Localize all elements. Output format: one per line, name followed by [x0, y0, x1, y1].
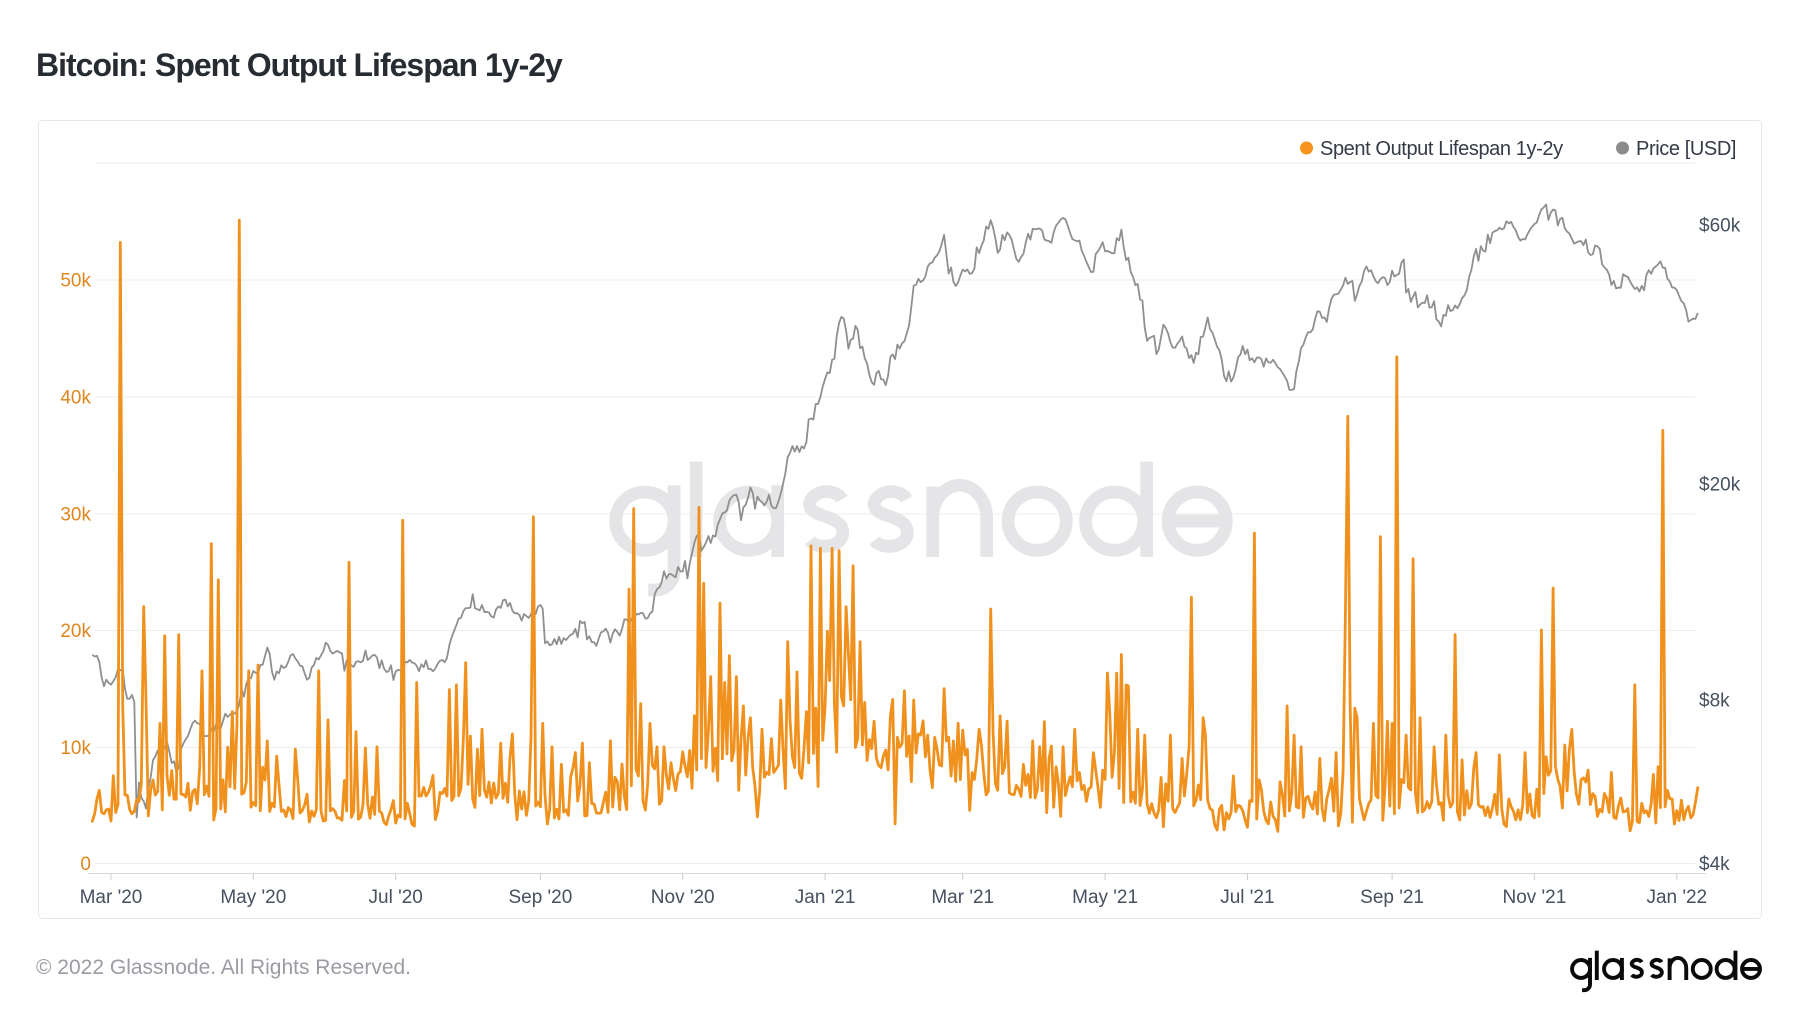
svg-text:$8k: $8k: [1699, 691, 1730, 712]
svg-text:$20k: $20k: [1699, 475, 1741, 496]
svg-text:Jul '21: Jul '21: [1220, 887, 1274, 908]
svg-text:May '21: May '21: [1072, 887, 1138, 908]
svg-text:Price [USD]: Price [USD]: [1636, 138, 1736, 160]
svg-text:40k: 40k: [60, 388, 91, 409]
svg-text:Nov '21: Nov '21: [1502, 887, 1566, 908]
svg-text:© 2022 Glassnode. All Rights R: © 2022 Glassnode. All Rights Reserved.: [36, 956, 411, 979]
svg-text:Mar '21: Mar '21: [931, 887, 994, 908]
svg-text:Jul '20: Jul '20: [369, 887, 423, 908]
svg-text:$4k: $4k: [1699, 854, 1730, 875]
svg-text:Bitcoin: Spent Output Lifespan: Bitcoin: Spent Output Lifespan 1y-2y: [36, 47, 563, 83]
svg-text:10k: 10k: [60, 738, 91, 759]
svg-text:Nov '20: Nov '20: [651, 887, 715, 908]
svg-text:50k: 50k: [60, 271, 91, 292]
svg-text:Jan '22: Jan '22: [1646, 887, 1707, 908]
svg-text:Sep '21: Sep '21: [1360, 887, 1424, 908]
svg-text:Mar '20: Mar '20: [80, 887, 143, 908]
svg-text:Sep '20: Sep '20: [508, 887, 572, 908]
svg-text:Jan '21: Jan '21: [795, 887, 856, 908]
svg-text:Spent Output Lifespan 1y-2y: Spent Output Lifespan 1y-2y: [1320, 138, 1563, 160]
svg-text:$60k: $60k: [1699, 216, 1741, 237]
svg-text:30k: 30k: [60, 505, 91, 526]
svg-text:May '20: May '20: [220, 887, 286, 908]
svg-text:0: 0: [80, 854, 91, 875]
svg-text:20k: 20k: [60, 621, 91, 642]
